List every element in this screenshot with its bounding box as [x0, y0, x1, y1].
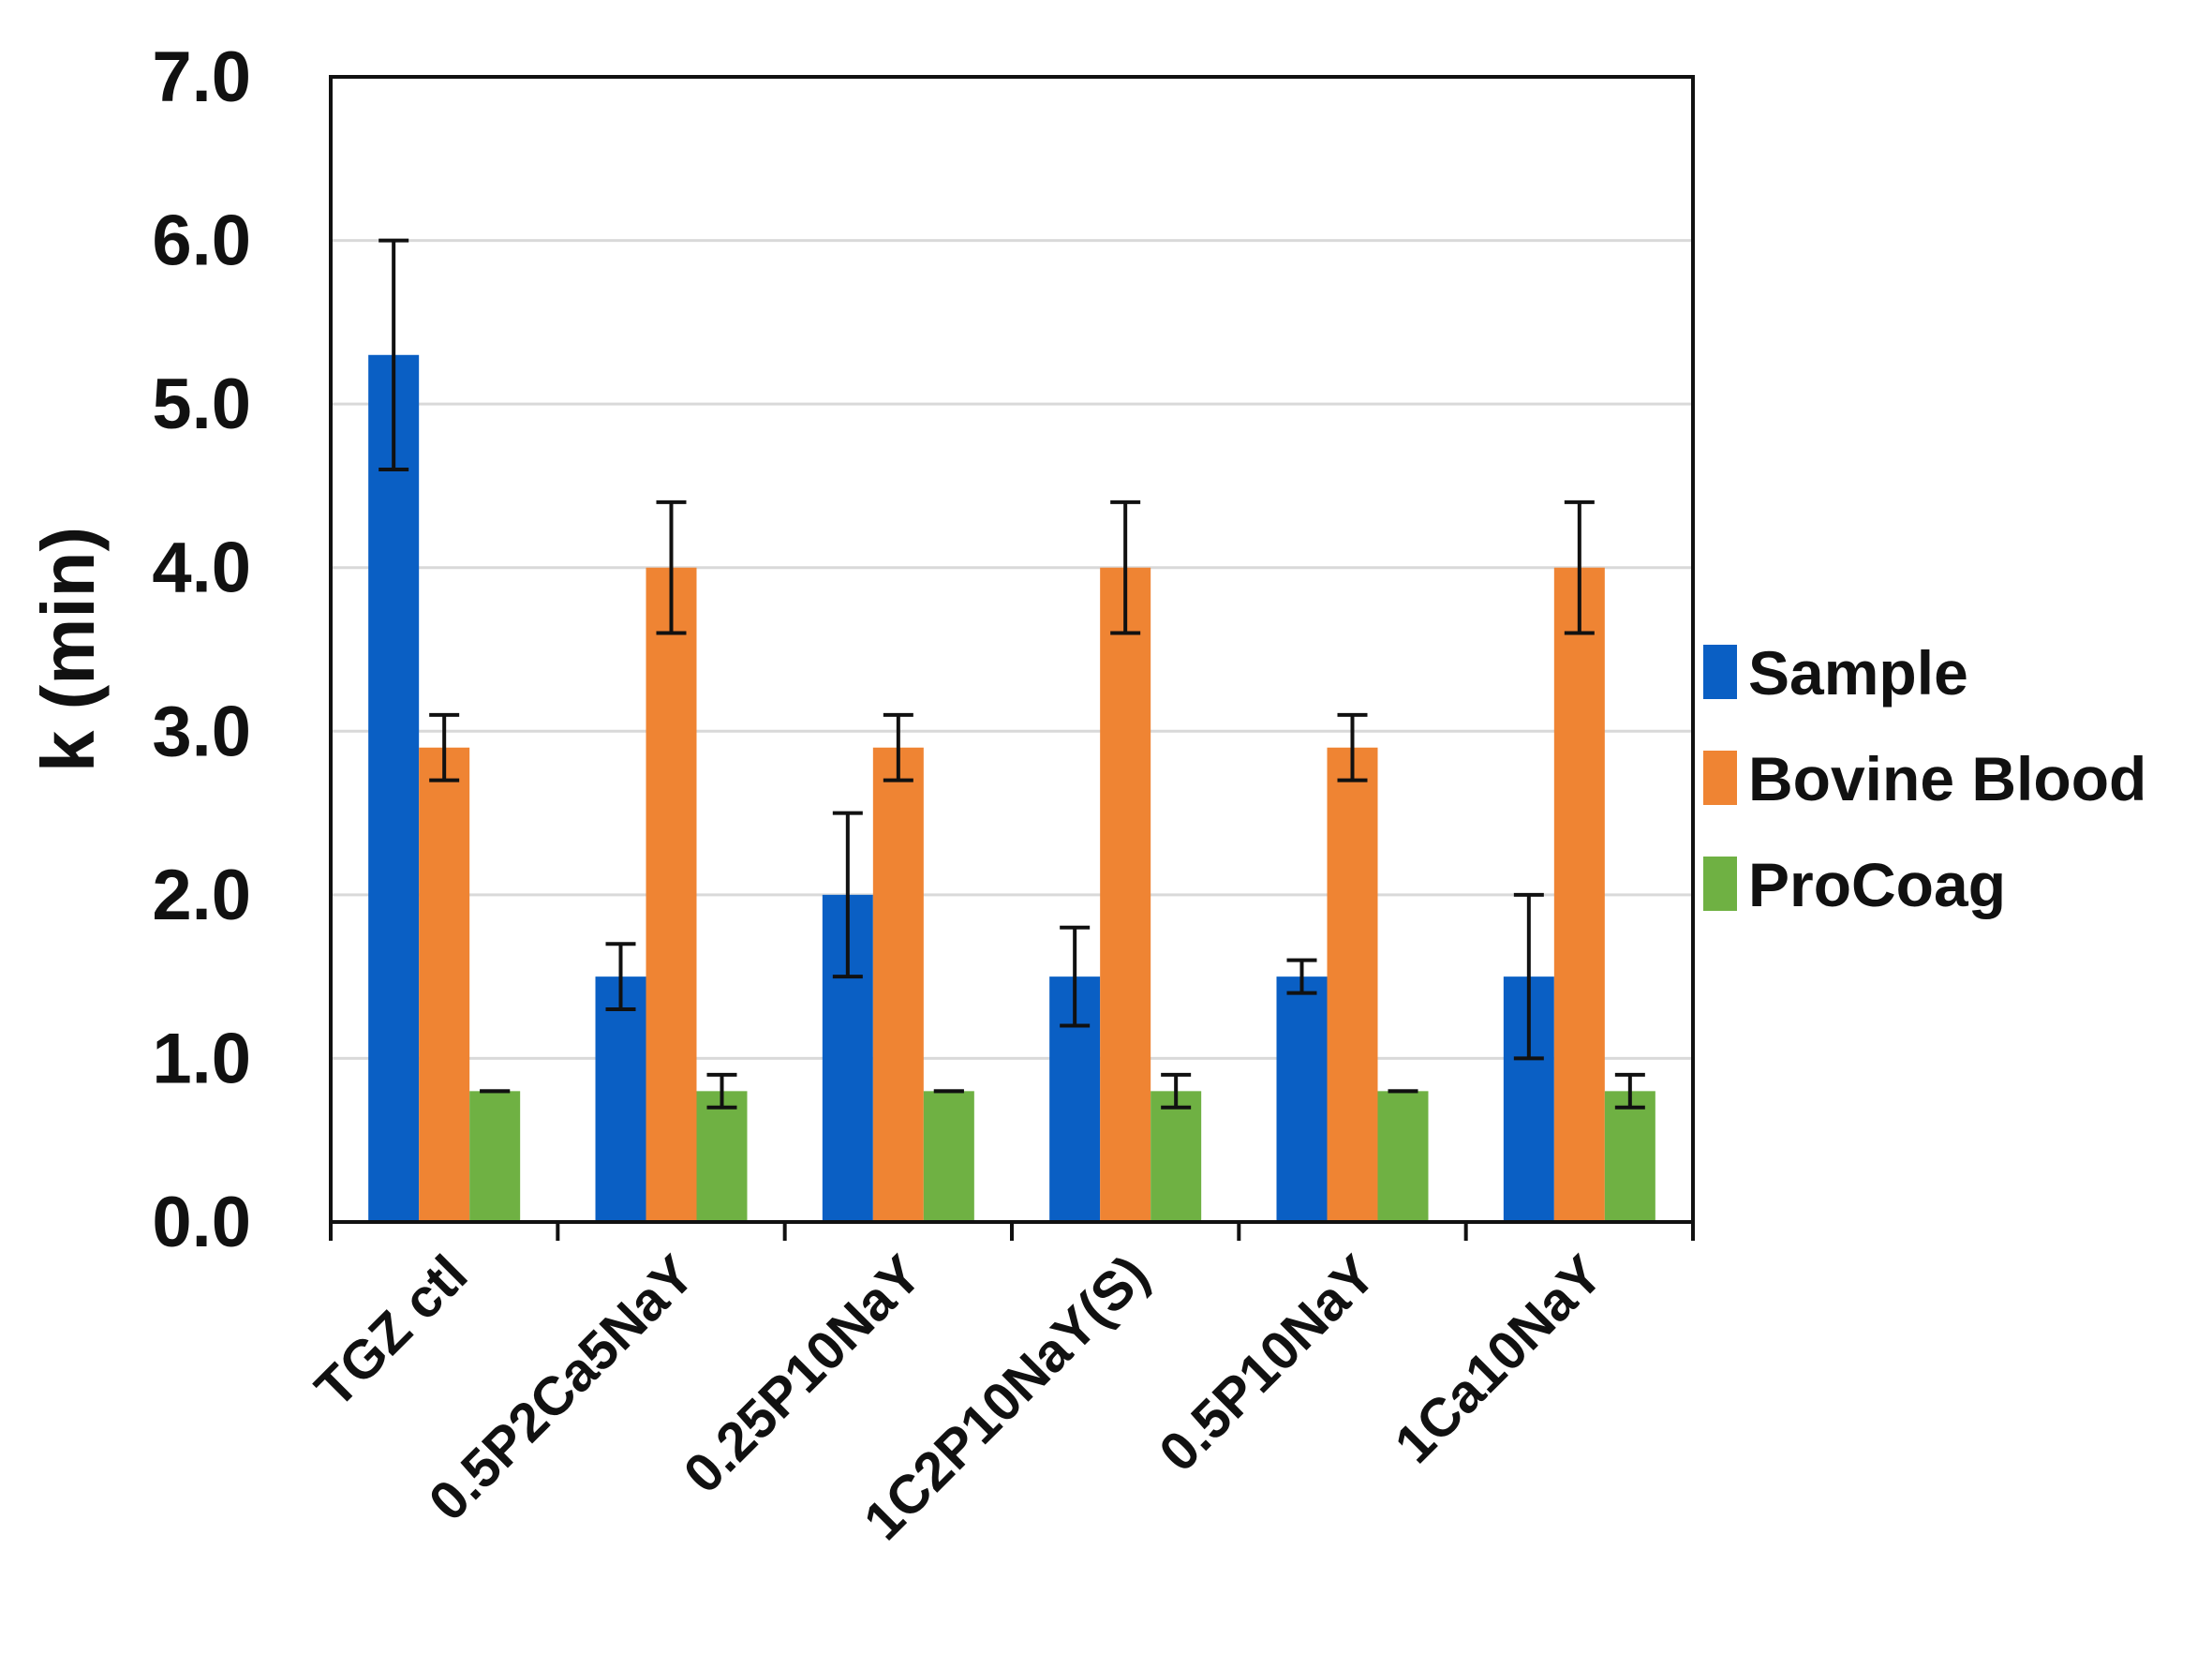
error-bar	[1564, 499, 1595, 635]
y-tick-label: 3.0	[152, 692, 251, 771]
bar-procoag	[1151, 1091, 1202, 1222]
y-tick-label: 2.0	[152, 856, 251, 935]
plot-area-frame	[329, 75, 1695, 1224]
error-bar	[832, 811, 863, 979]
error-bar	[429, 712, 460, 782]
error-bar	[706, 1072, 737, 1110]
y-axis-title: k (min)	[26, 527, 110, 772]
error-bar	[1060, 925, 1091, 1028]
legend-swatch	[1703, 645, 1737, 699]
legend-label: ProCoag	[1748, 850, 2006, 919]
y-tick-label: 6.0	[152, 201, 251, 281]
error-bar	[1614, 1072, 1645, 1110]
y-tick-label: 1.0	[152, 1019, 251, 1098]
legend-swatch	[1703, 857, 1737, 911]
bars	[368, 354, 1655, 1222]
bar-sample	[595, 976, 646, 1222]
error-bar	[605, 942, 636, 1012]
legend-item: ProCoag	[1703, 850, 2006, 919]
legend: Sample Bovine Blood ProCoag	[1703, 638, 2146, 919]
legend-label: Bovine Blood	[1748, 744, 2146, 813]
bar-bovine-blood	[419, 747, 470, 1222]
legend-swatch	[1703, 751, 1737, 805]
error-bar	[379, 238, 409, 471]
error-bar	[1286, 958, 1317, 995]
error-bar	[883, 712, 913, 782]
bar-sample	[368, 354, 420, 1222]
x-category-label: TGZ ctl	[304, 1244, 479, 1419]
y-tick-label: 4.0	[152, 529, 251, 608]
bar-bovine-blood	[872, 747, 924, 1222]
gridlines	[331, 239, 1693, 1060]
error-bar	[1110, 499, 1141, 635]
legend-label: Sample	[1748, 638, 1968, 708]
bar-bovine-blood	[1100, 567, 1151, 1222]
bar-bovine-blood	[1327, 747, 1378, 1222]
bar-procoag	[923, 1091, 974, 1222]
bar-procoag	[1377, 1091, 1429, 1222]
bar-procoag	[1604, 1091, 1655, 1222]
y-tick-label: 0.0	[152, 1183, 251, 1262]
y-tick-labels: 0.0 1.0 2.0 3.0 4.0 5.0 6.0 7.0	[152, 37, 251, 1262]
error-bar	[1161, 1072, 1192, 1110]
bar-procoag	[696, 1091, 748, 1222]
y-tick-label: 7.0	[152, 37, 251, 117]
bar-sample	[1276, 976, 1328, 1222]
legend-item: Bovine Blood	[1703, 744, 2146, 813]
y-tick-label: 5.0	[152, 365, 251, 444]
error-bar	[656, 499, 687, 635]
x-category-label: 0.5P10NaY	[1148, 1244, 1388, 1483]
bar-bovine-blood	[646, 567, 697, 1222]
error-bar	[1337, 712, 1368, 782]
bar-procoag	[469, 1091, 521, 1222]
x-tick-labels: TGZ ctl0.5P2Ca5NaY0.25P10NaY1C2P10NaY(S)…	[304, 1244, 1614, 1552]
error-bars	[379, 238, 1645, 1110]
legend-item: Sample	[1703, 638, 1968, 708]
bar-bovine-blood	[1553, 567, 1605, 1222]
error-bar	[1513, 892, 1544, 1061]
x-category-label: 1Ca10NaY	[1383, 1244, 1614, 1475]
axis-ticks	[329, 1222, 1695, 1241]
